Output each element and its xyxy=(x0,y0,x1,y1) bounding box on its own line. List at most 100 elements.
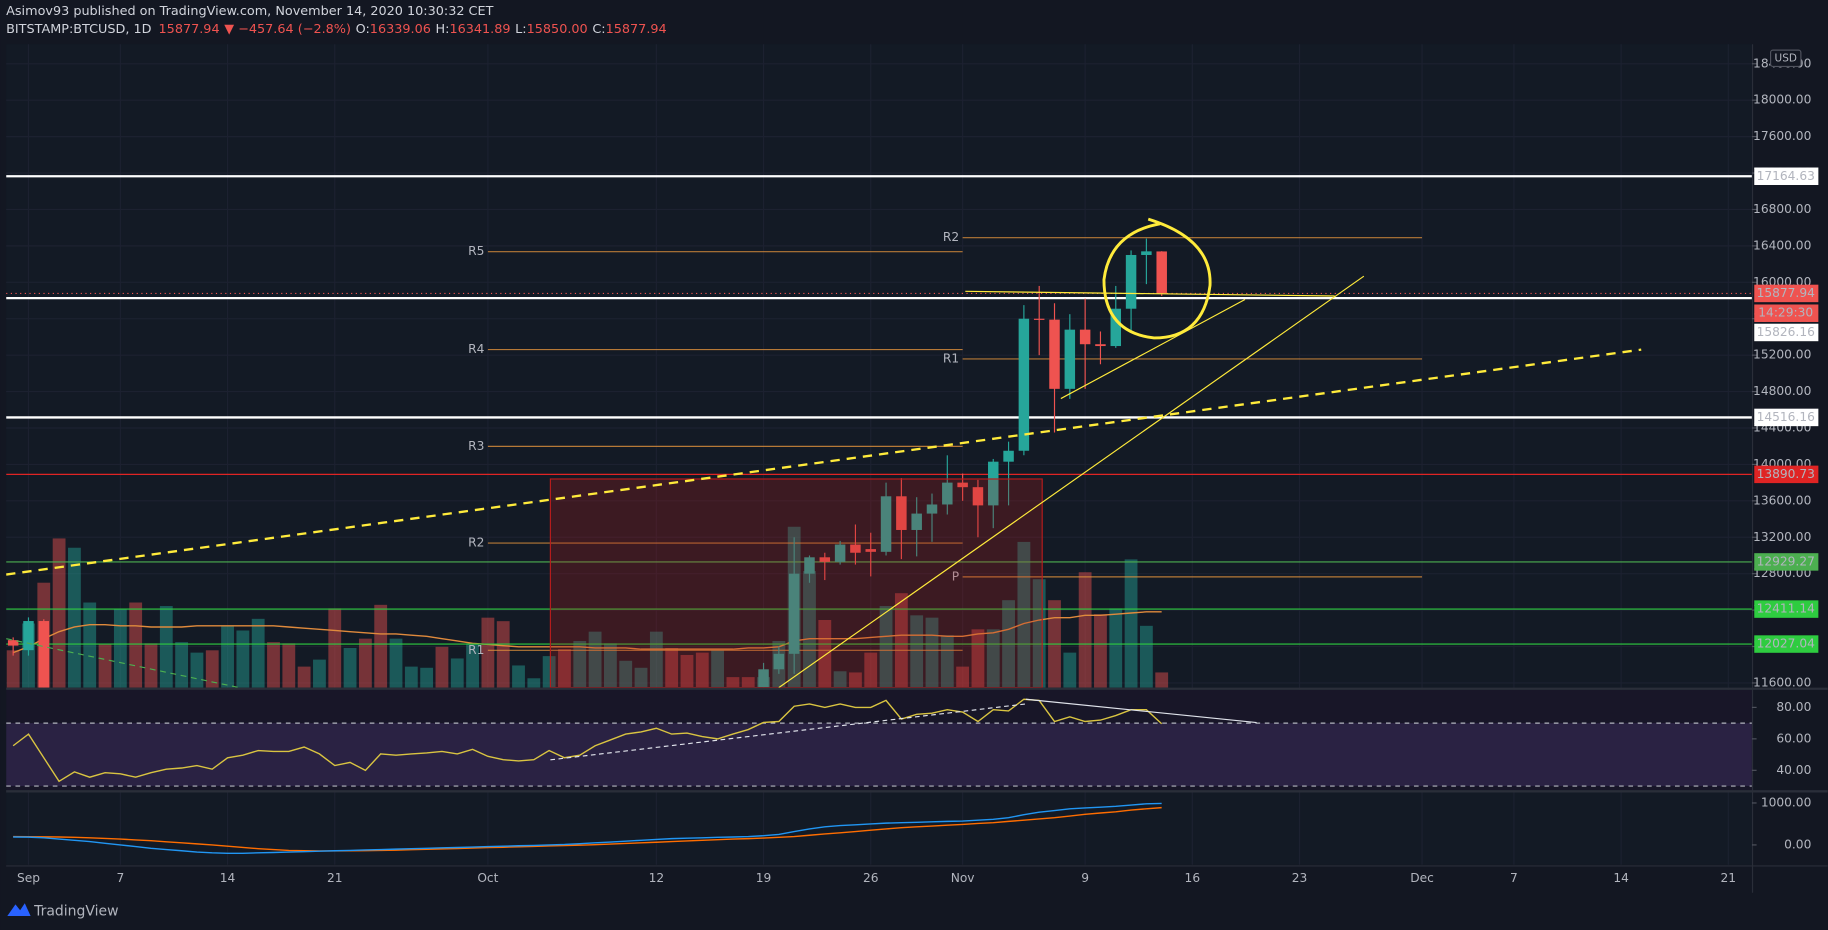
level-label-bg xyxy=(1754,600,1819,618)
volume-bar xyxy=(129,602,143,688)
volume-bar xyxy=(1109,608,1123,688)
trend-line xyxy=(778,275,1365,688)
x-tick-label: 7 xyxy=(1510,871,1518,885)
volume-bar xyxy=(496,621,510,688)
x-tick-label: 9 xyxy=(1081,871,1089,885)
volume-bar xyxy=(910,615,924,688)
volume-bar xyxy=(542,656,556,688)
level-label-bg xyxy=(1754,323,1819,342)
candle-body xyxy=(1033,318,1045,320)
pivot-label: R4 xyxy=(468,342,484,356)
x-tick-label: 14 xyxy=(220,871,236,885)
pivot-label: R2 xyxy=(943,230,959,244)
volume-bar xyxy=(940,635,954,688)
candle-body xyxy=(1095,344,1106,347)
volume-bar xyxy=(894,593,908,688)
y-tick-label: 13600.00 xyxy=(1753,493,1811,507)
y-tick-label: 1000.00 xyxy=(1761,795,1812,809)
candle-body xyxy=(1003,450,1014,462)
volume-bar xyxy=(6,650,20,688)
highlight-circle xyxy=(1102,217,1212,340)
volume-bar xyxy=(1017,541,1031,688)
level-label-bg xyxy=(1754,408,1819,427)
volume-bar xyxy=(1124,559,1138,688)
pivot-label: R3 xyxy=(468,439,484,453)
pivot-label: R5 xyxy=(468,244,484,258)
volume-bar xyxy=(83,602,97,688)
candle-body xyxy=(1079,329,1091,345)
y-tick-label: 40.00 xyxy=(1776,763,1811,777)
range-box xyxy=(549,478,1043,688)
level-label-bg xyxy=(1754,553,1819,571)
volume-bar xyxy=(603,643,617,688)
trend-line xyxy=(6,638,240,688)
candle-body xyxy=(773,653,785,670)
level-label: 12929.27 xyxy=(1757,554,1815,568)
volume-bar xyxy=(313,659,326,688)
rsi-band xyxy=(6,723,1752,787)
volume-bar xyxy=(68,547,81,688)
high-label: H: xyxy=(436,22,450,37)
candle-body xyxy=(926,504,938,514)
volume-bar xyxy=(481,617,495,688)
volume-bar xyxy=(328,608,342,688)
last-price: 15877.94 xyxy=(159,22,220,37)
volume-bar xyxy=(113,609,127,688)
volume-bar xyxy=(420,667,434,688)
candle-body xyxy=(865,549,876,552)
candle-body xyxy=(834,544,846,562)
candle-body xyxy=(850,544,861,553)
brand-logo xyxy=(7,903,31,917)
volume-bar xyxy=(236,630,250,688)
x-tick-label: 21 xyxy=(327,871,343,885)
volume-bar xyxy=(833,671,847,688)
x-tick-label: 7 xyxy=(116,871,124,885)
symbol-line: BITSTAMP:BTCUSD, 1D 15877.94 ▼ −457.64 (−2… xyxy=(6,22,667,37)
candle-body xyxy=(1141,251,1152,255)
volume-bar xyxy=(358,638,372,688)
volume-bar xyxy=(649,631,663,688)
macd-signal-line xyxy=(13,806,1162,852)
volume-bar xyxy=(864,652,878,688)
candle-body xyxy=(1125,254,1137,309)
volume-bar xyxy=(695,652,709,688)
x-tick-label: Nov xyxy=(951,871,975,885)
volume-bar xyxy=(573,640,587,688)
candle-body xyxy=(758,669,769,688)
last-price-label-bg xyxy=(1754,284,1819,303)
level-label: 12027.04 xyxy=(1757,637,1816,651)
pivot-label: R1 xyxy=(468,643,484,657)
volume-bar xyxy=(1094,614,1107,688)
candle-body xyxy=(1018,318,1030,451)
x-tick-label: Dec xyxy=(1410,871,1434,885)
rsi-pane xyxy=(6,689,1752,791)
volume-bar xyxy=(680,654,694,688)
pivot-label: R1 xyxy=(943,351,959,365)
trend-line xyxy=(550,703,1026,761)
trend-line xyxy=(1025,698,1257,724)
volume-bar xyxy=(435,646,449,688)
volume-bar xyxy=(558,649,571,688)
candle-body xyxy=(896,496,907,530)
volume-bar xyxy=(588,631,602,688)
rsi-background xyxy=(6,689,1752,791)
volume-bar xyxy=(389,638,403,688)
candle-body xyxy=(23,621,34,651)
open-label: O: xyxy=(356,22,370,37)
macd-pane xyxy=(13,802,1162,855)
volume-bar xyxy=(175,642,189,688)
volume-bar xyxy=(221,625,234,688)
x-tick-label: 14 xyxy=(1613,871,1629,885)
candle-body xyxy=(38,621,50,688)
candle-body xyxy=(1064,329,1076,389)
low-label: L: xyxy=(515,22,526,37)
y-tick-label: 17600.00 xyxy=(1753,129,1811,143)
volume-bar xyxy=(267,642,280,688)
y-tick-label: 0.00 xyxy=(1784,837,1811,851)
x-tick-label: Oct xyxy=(477,871,498,885)
y-tick-label: 16800.00 xyxy=(1753,202,1811,216)
volume-bar xyxy=(466,643,479,688)
volume-bar xyxy=(282,643,296,688)
pivot-label: P xyxy=(952,569,959,583)
volume-ma-line xyxy=(12,611,1162,654)
